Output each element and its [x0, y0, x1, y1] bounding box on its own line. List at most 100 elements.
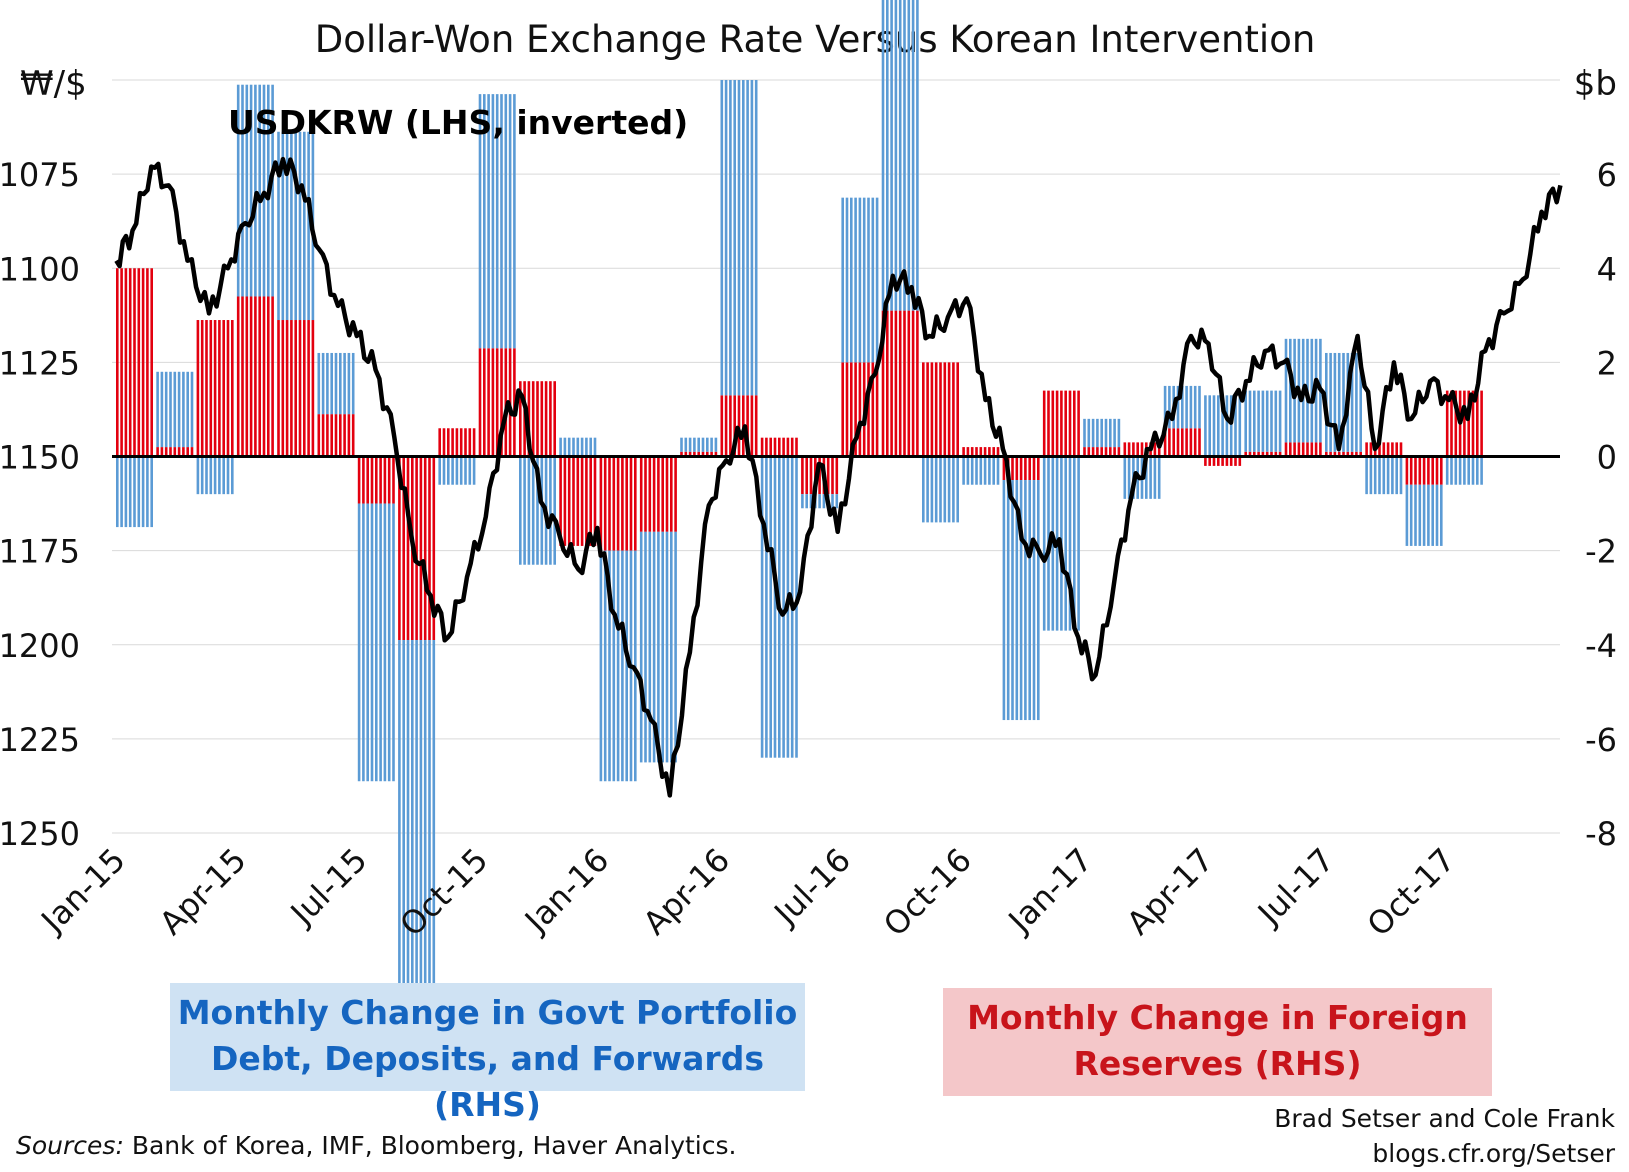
portfolio-bar [156, 371, 159, 448]
portfolio-bar [616, 550, 620, 782]
portfolio-bar [943, 456, 947, 523]
reserves-bar [1198, 428, 1201, 457]
reserves-bar [330, 414, 333, 457]
portfolio-bar [177, 371, 181, 448]
portfolio-bar [939, 456, 942, 523]
portfolio-bar [720, 80, 724, 396]
reserves-bar [423, 456, 427, 641]
portfolio-bar [1145, 456, 1148, 499]
reserves-bar [805, 456, 808, 495]
reserves-bar [428, 456, 431, 641]
x-axis-ticks: Jan-15 Apr-15 Jul-15 Oct-15 Jan-16 Apr-16 Jul-… [33, 841, 1463, 944]
reserves-bar [531, 381, 535, 457]
reserves-bar [886, 310, 889, 457]
reserves-bar [472, 428, 476, 457]
reserves-bar [383, 456, 387, 504]
portfolio-bar [652, 531, 656, 763]
portfolio-bar [1204, 395, 1207, 457]
portfolio-bar [1391, 456, 1394, 495]
reserves-bar [930, 362, 934, 457]
portfolio-bar [1454, 456, 1458, 485]
right-axis-ticks: 6 4 2 0 -2 -4 -6 -8 [1585, 156, 1617, 853]
portfolio-bar [196, 456, 200, 495]
reserves-bar [1168, 428, 1171, 457]
reserves-bar [714, 451, 718, 457]
portfolio-bar [1024, 480, 1027, 721]
portfolio-bar [576, 437, 580, 457]
right-tick-label: -4 [1585, 627, 1617, 665]
portfolio-bar [527, 456, 531, 565]
portfolio-bar [432, 640, 436, 1026]
portfolio-bar [1181, 385, 1184, 429]
reserves-bar [850, 362, 853, 457]
portfolio-bar [862, 197, 866, 363]
portfolio-bar [1480, 456, 1483, 485]
usdkrw-line-group [114, 156, 1563, 798]
portfolio-bar [1221, 395, 1224, 457]
reserves-bar [1127, 442, 1131, 457]
portfolio-bar [182, 371, 185, 448]
reserves-bar [1359, 451, 1362, 457]
portfolio-bar [500, 94, 503, 349]
x-tick-label: Jan-15 [33, 841, 133, 941]
reserves-bar [801, 456, 804, 495]
reserves-bar [311, 320, 315, 457]
portfolio-bar [1198, 385, 1201, 429]
portfolio-bar [321, 352, 325, 415]
portfolio-bar [858, 197, 862, 363]
reserves-bar [1450, 390, 1453, 457]
portfolio-bar [809, 494, 813, 509]
reserves-bar [1284, 442, 1288, 457]
portfolio-bar [1458, 456, 1462, 485]
portfolio-bar [468, 456, 472, 485]
portfolio-bar [907, 0, 911, 311]
portfolio-bar [746, 80, 749, 396]
portfolio-bar [442, 456, 446, 485]
reserves-bar [881, 310, 885, 457]
reserves-bar [657, 456, 660, 532]
reserves-bar [432, 456, 436, 641]
reserves-bar [160, 447, 164, 457]
portfolio-bar [1185, 385, 1188, 429]
portfolio-bar [271, 84, 274, 297]
portfolio-bar [559, 437, 562, 457]
reserves-bar [841, 362, 844, 457]
reserves-bar [1445, 390, 1449, 457]
portfolio-bar [1109, 418, 1112, 448]
portfolio-bar [415, 640, 418, 1026]
portfolio-bar [603, 550, 607, 782]
reserves-bar [1087, 447, 1091, 457]
reserves-bar [625, 456, 628, 551]
portfolio-bar [670, 531, 673, 763]
portfolio-bar [1257, 390, 1260, 452]
portfolio-bar [983, 456, 987, 485]
reserves-bar [706, 451, 709, 457]
portfolio-bar [531, 456, 535, 565]
portfolio-bar [898, 0, 902, 311]
reserves-bar [1248, 451, 1252, 457]
reserves-bar [1409, 456, 1413, 485]
portfolio-bar [1234, 395, 1237, 457]
portfolio-bar [956, 456, 959, 523]
portfolio-bar [277, 131, 280, 321]
portfolio-bar [1355, 352, 1358, 452]
portfolio-bar [835, 494, 839, 509]
reserves-bar [468, 428, 472, 457]
portfolio-bar [334, 352, 338, 415]
reserves-bar [765, 437, 768, 457]
portfolio-bar [916, 0, 919, 311]
reserves-bar [907, 310, 911, 457]
portfolio-bar [674, 531, 677, 763]
reserves-bar [992, 447, 995, 457]
portfolio-bar [317, 352, 321, 415]
reserves-bar [343, 414, 346, 457]
portfolio-bar [231, 456, 234, 495]
portfolio-bar [160, 371, 164, 448]
portfolio-bar [411, 640, 414, 1026]
reserves-bar [1386, 442, 1390, 457]
reserves-bar [988, 447, 991, 457]
portfolio-bar [383, 503, 387, 782]
portfolio-bar [742, 80, 745, 396]
portfolio-bar [1435, 484, 1439, 546]
portfolio-bar [1104, 418, 1108, 448]
